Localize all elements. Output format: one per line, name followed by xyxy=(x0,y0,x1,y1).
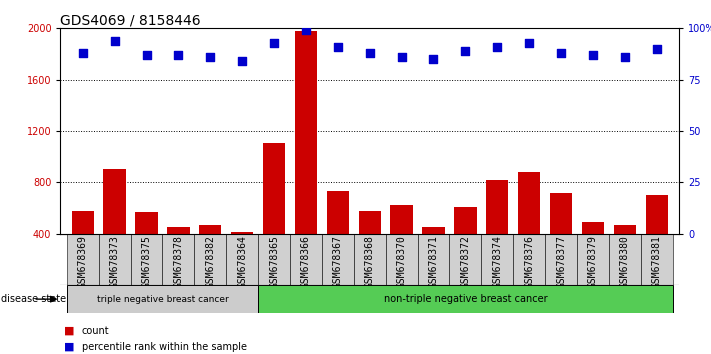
Bar xyxy=(518,172,540,285)
Bar xyxy=(326,191,349,285)
Point xyxy=(619,54,631,60)
Text: triple negative breast cancer: triple negative breast cancer xyxy=(97,295,228,304)
Point xyxy=(205,54,216,60)
Point xyxy=(332,44,343,50)
Bar xyxy=(263,143,285,285)
Point xyxy=(523,40,535,46)
Point xyxy=(141,52,152,58)
Bar xyxy=(641,234,673,285)
Text: non-triple negative breast cancer: non-triple negative breast cancer xyxy=(383,294,547,304)
Text: GSM678371: GSM678371 xyxy=(429,235,439,288)
Bar xyxy=(614,225,636,285)
Point xyxy=(268,40,279,46)
Bar xyxy=(550,193,572,285)
Bar xyxy=(385,234,417,285)
Bar xyxy=(422,227,444,285)
Bar xyxy=(226,234,258,285)
Text: percentile rank within the sample: percentile rank within the sample xyxy=(82,342,247,352)
Bar xyxy=(199,225,221,285)
Point xyxy=(237,58,248,64)
Bar xyxy=(67,285,258,313)
Point xyxy=(460,48,471,54)
Text: GSM678367: GSM678367 xyxy=(333,235,343,288)
Text: GSM678376: GSM678376 xyxy=(524,235,534,288)
Point xyxy=(300,28,311,33)
Point xyxy=(109,38,120,44)
Bar xyxy=(354,234,385,285)
Text: GSM678374: GSM678374 xyxy=(492,235,502,288)
Text: GSM678366: GSM678366 xyxy=(301,235,311,288)
Point xyxy=(587,52,599,58)
Text: GSM678377: GSM678377 xyxy=(556,235,566,288)
Bar xyxy=(258,234,290,285)
Text: GSM678372: GSM678372 xyxy=(461,235,471,288)
Text: GSM678382: GSM678382 xyxy=(205,235,215,288)
Bar xyxy=(167,227,190,285)
Bar xyxy=(131,234,163,285)
Bar xyxy=(577,234,609,285)
Bar xyxy=(358,211,381,285)
Point xyxy=(364,50,375,56)
Bar xyxy=(72,211,94,285)
Text: disease state: disease state xyxy=(1,294,67,304)
Point xyxy=(396,54,407,60)
Bar xyxy=(322,234,354,285)
Bar xyxy=(513,234,545,285)
Bar xyxy=(486,180,508,285)
Bar xyxy=(290,234,322,285)
Point xyxy=(77,50,88,56)
Bar xyxy=(135,212,158,285)
Bar xyxy=(417,234,449,285)
Point xyxy=(428,56,439,62)
Text: GSM678380: GSM678380 xyxy=(620,235,630,288)
Bar xyxy=(99,234,131,285)
Text: GSM678381: GSM678381 xyxy=(652,235,662,288)
Text: GDS4069 / 8158446: GDS4069 / 8158446 xyxy=(60,13,201,27)
Bar xyxy=(390,205,413,285)
Bar xyxy=(104,170,126,285)
Bar xyxy=(258,285,673,313)
Bar xyxy=(67,234,99,285)
Text: ■: ■ xyxy=(64,342,75,352)
Text: GSM678378: GSM678378 xyxy=(173,235,183,288)
Text: GSM678379: GSM678379 xyxy=(588,235,598,288)
Point xyxy=(173,52,184,58)
Bar xyxy=(545,234,577,285)
Text: GSM678370: GSM678370 xyxy=(397,235,407,288)
Bar xyxy=(231,232,253,285)
Point xyxy=(555,50,567,56)
Bar xyxy=(163,234,194,285)
Text: count: count xyxy=(82,326,109,336)
Text: GSM678375: GSM678375 xyxy=(141,235,151,288)
Bar xyxy=(481,234,513,285)
Bar xyxy=(609,234,641,285)
Point xyxy=(491,44,503,50)
Text: GSM678373: GSM678373 xyxy=(109,235,119,288)
Text: GSM678364: GSM678364 xyxy=(237,235,247,288)
Bar xyxy=(449,234,481,285)
Text: ■: ■ xyxy=(64,326,75,336)
Bar xyxy=(454,207,476,285)
Text: GSM678365: GSM678365 xyxy=(269,235,279,288)
Bar xyxy=(295,31,317,285)
Bar xyxy=(194,234,226,285)
Point xyxy=(651,46,663,52)
Text: GSM678368: GSM678368 xyxy=(365,235,375,288)
Text: GSM678369: GSM678369 xyxy=(77,235,87,288)
Bar xyxy=(582,222,604,285)
Bar xyxy=(646,195,668,285)
